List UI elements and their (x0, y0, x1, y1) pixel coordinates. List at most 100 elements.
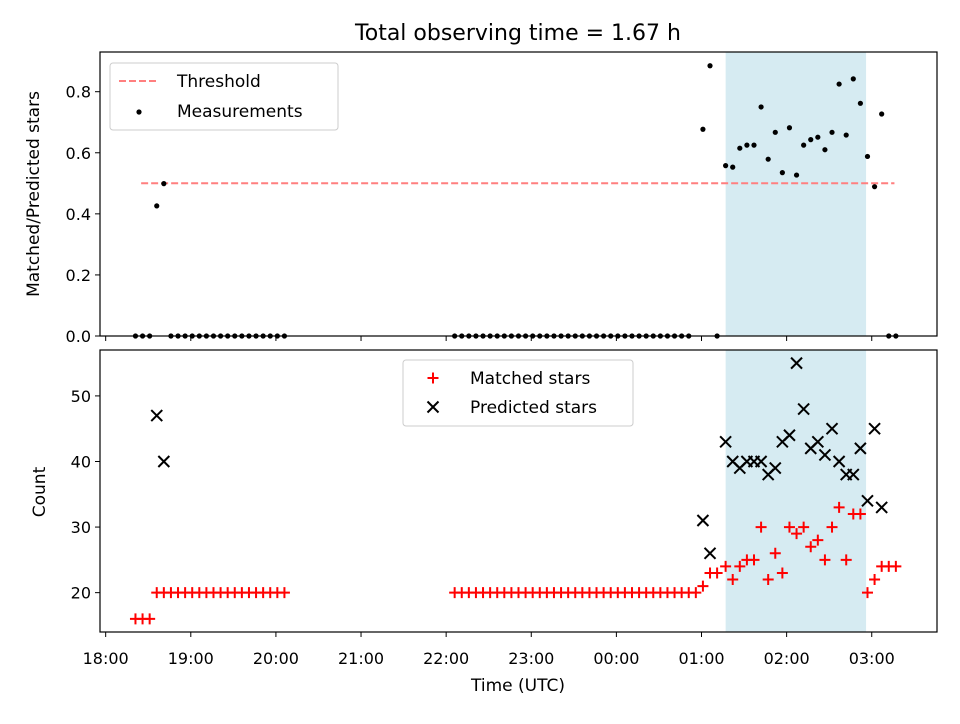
measurement-point (836, 81, 842, 87)
predicted-star-point (847, 468, 860, 481)
predicted-star-point (875, 501, 888, 514)
matched-star-point (890, 560, 902, 572)
measurement-point (850, 76, 856, 82)
matched-star-point (833, 501, 845, 513)
measurement-point (161, 181, 167, 187)
top-legend-box (109, 62, 339, 131)
x-tick-label: 20:00 (253, 649, 299, 668)
x-tick-label: 21:00 (338, 649, 384, 668)
measurement-point (864, 153, 871, 160)
predicted-star-point (811, 435, 825, 449)
predicted-star-point (861, 494, 874, 508)
predicted-star-point (719, 435, 732, 449)
predicted-star-point (825, 422, 839, 435)
measurement-point (723, 163, 729, 169)
measurement-point (871, 184, 878, 190)
measurement-point (786, 125, 793, 131)
predicted-star-point (696, 514, 710, 527)
legend-threshold-label: Threshold (176, 72, 261, 92)
ratio-subplot: Total observing time = 1.67 h Matched/Pr… (24, 21, 938, 346)
matched-star-point (711, 567, 723, 579)
predicted-star-point (783, 429, 796, 442)
predicted-star-point (832, 455, 846, 468)
x-tick-label: 03:00 (849, 649, 895, 668)
measurement-point (751, 142, 757, 148)
top-legend: Threshold Measurements (109, 62, 339, 131)
measurement-point (801, 142, 807, 148)
x-tick-label: 18:00 (83, 649, 129, 668)
measurement-point (779, 170, 785, 176)
legend-predicted-label: Predicted stars (470, 398, 597, 418)
chart-title: Total observing time = 1.67 h (354, 21, 681, 46)
measurement-point (822, 147, 828, 153)
measurement-point (765, 156, 771, 162)
matched-star-point (840, 554, 852, 566)
matched-star-point (819, 554, 831, 566)
bottom-y-tick-label: 30 (71, 518, 91, 537)
measurement-point (758, 104, 764, 110)
predicted-star-point (797, 402, 810, 416)
x-tick-label: 23:00 (508, 649, 554, 668)
measurement-point (843, 132, 849, 138)
predicted-star-point (818, 448, 832, 462)
matched-star-point (791, 528, 803, 540)
bottom-y-tick-label: 40 (71, 452, 91, 471)
predicted-star-point (769, 461, 782, 475)
matched-star-point (812, 534, 824, 546)
predicted-star-point (868, 422, 881, 435)
bottom-legend: Matched stars Predicted stars (402, 359, 634, 427)
matched-star-point (798, 521, 810, 533)
x-axis-label: Time (UTC) (470, 676, 565, 696)
measurement-point (744, 142, 750, 148)
matched-star-point (720, 560, 732, 572)
measurement-point (707, 63, 713, 69)
matched-star-point (861, 587, 873, 599)
measurement-point (808, 137, 814, 143)
measurement-point (772, 129, 778, 135)
top-y-tick-label: 0.2 (66, 266, 91, 285)
bottom-shaded-span (725, 350, 867, 632)
matched-star-point (869, 574, 881, 586)
predicted-star-point (150, 409, 163, 422)
legend-matched-label: Matched stars (470, 369, 590, 389)
x-tick-label: 22:00 (423, 649, 469, 668)
predicted-star-point (754, 455, 768, 468)
legend-predicted-swatch (426, 400, 440, 414)
matched-star-point (278, 587, 290, 599)
measurement-point (829, 129, 835, 135)
legend-measurements-swatch (136, 109, 142, 115)
predicted-star-point (790, 356, 803, 370)
measurement-point (700, 126, 706, 132)
matched-star-point (755, 521, 767, 533)
matched-star-point (697, 580, 709, 592)
measurement-point (857, 100, 863, 106)
matched-star-point (762, 574, 774, 586)
matched-star-point (727, 574, 739, 586)
top-y-tick-label: 0.6 (66, 144, 91, 163)
matched-star-point (734, 560, 746, 572)
measurement-point (737, 145, 743, 151)
matched-star-point (805, 541, 817, 553)
x-tick-label: 02:00 (764, 649, 810, 668)
top-shaded-span (725, 52, 867, 336)
matched-star-point (769, 547, 781, 559)
legend-matched-swatch (427, 372, 439, 384)
measurement-point (730, 164, 736, 170)
matched-star-point (826, 521, 838, 533)
top-axes-frame (99, 51, 938, 337)
measurement-point (154, 203, 160, 209)
x-tick-label: 00:00 (593, 649, 639, 668)
predicted-star-point (157, 455, 171, 468)
measurement-point (793, 172, 800, 178)
matched-star-point (144, 613, 156, 625)
matched-star-point (776, 567, 788, 579)
top-y-tick-label: 0.8 (66, 83, 91, 102)
predicted-star-point (703, 547, 717, 560)
matched-star-point (854, 508, 866, 520)
bottom-y-tick-label: 50 (71, 387, 91, 406)
predicted-star-point (854, 442, 867, 455)
bottom-y-axis-label: Count (30, 466, 50, 517)
measurement-point (879, 111, 885, 117)
count-subplot: Count Time (UTC) 20 30 40 50 18:00 19:00 20:00… (30, 349, 938, 696)
